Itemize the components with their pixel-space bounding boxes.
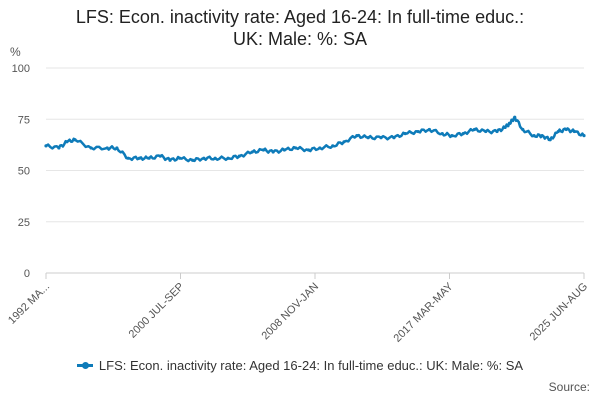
- data-point: [126, 156, 130, 160]
- data-point: [250, 150, 254, 154]
- data-point: [306, 148, 311, 152]
- data-point: [495, 129, 499, 134]
- y-axis-unit-label: %: [10, 45, 21, 59]
- data-point: [440, 132, 444, 136]
- data-point: [261, 148, 266, 152]
- x-tick-label: 2000 JUL-SEP: [127, 281, 187, 341]
- data-point: [105, 146, 109, 150]
- data-point: [572, 129, 576, 134]
- data-point: [44, 144, 48, 148]
- data-point: [472, 127, 477, 132]
- x-tick-label: 1992 MA...: [6, 281, 52, 327]
- data-point: [226, 156, 230, 160]
- data-point: [556, 129, 560, 134]
- data-point: [564, 127, 568, 132]
- data-point: [318, 146, 322, 150]
- data-point: [89, 146, 93, 150]
- y-tick-label: 25: [18, 217, 30, 229]
- data-point: [331, 144, 335, 148]
- data-point: [282, 148, 286, 152]
- data-point: [115, 146, 119, 150]
- data-point: [137, 156, 142, 160]
- data-point: [532, 134, 536, 138]
- source-label: Source:: [548, 380, 590, 394]
- data-point: [540, 134, 544, 138]
- data-point: [342, 140, 346, 144]
- data-point: [521, 127, 525, 132]
- legend[interactable]: LFS: Econ. inactivity rate: Aged 16-24: …: [0, 358, 600, 373]
- data-point: [168, 158, 172, 162]
- chart-title-line-2: UK: Male: %: SA: [232, 29, 368, 49]
- data-point: [190, 158, 195, 162]
- series-line: [45, 115, 585, 163]
- y-tick-label: 50: [18, 166, 30, 178]
- data-point: [427, 127, 431, 132]
- x-tick-label: 2008 NOV-JAN: [259, 281, 321, 343]
- data-point: [294, 146, 298, 150]
- x-tick-label: 2025 JUN-AUG: [528, 281, 591, 344]
- data-point: [57, 146, 61, 150]
- legend-label: LFS: Econ. inactivity rate: Aged 16-24: …: [98, 358, 524, 373]
- data-point: [202, 156, 206, 160]
- data-point: [379, 136, 383, 140]
- chart-title-line-1: LFS: Econ. inactivity rate: Aged 16-24: …: [75, 7, 525, 27]
- data-point: [65, 140, 69, 144]
- data-point: [237, 154, 241, 158]
- data-point: [416, 129, 420, 134]
- data-point: [158, 154, 162, 158]
- data-point: [548, 138, 552, 142]
- data-point: [73, 138, 77, 142]
- x-tick-label: 2017 MAR-MAY: [392, 280, 457, 345]
- data-point: [508, 121, 512, 125]
- data-point: [213, 156, 217, 160]
- chart-title: LFS: Econ. inactivity rate: Aged 16-24: …: [0, 6, 600, 50]
- data-point: [503, 125, 507, 130]
- data-point: [355, 134, 359, 138]
- data-point: [366, 136, 370, 140]
- data-point: [513, 115, 517, 119]
- data-point: [392, 136, 396, 140]
- data-point: [271, 150, 275, 154]
- y-tick-label: 100: [12, 63, 30, 75]
- data-point: [461, 132, 465, 136]
- data-point: [450, 134, 454, 138]
- data-point: [582, 134, 586, 138]
- data-point: [147, 156, 151, 160]
- legend-marker-icon: [76, 362, 93, 369]
- y-tick-label: 75: [18, 114, 30, 126]
- data-point: [403, 132, 407, 136]
- data-point: [178, 156, 182, 160]
- data-point: [484, 129, 488, 134]
- y-tick-label: 0: [24, 268, 30, 280]
